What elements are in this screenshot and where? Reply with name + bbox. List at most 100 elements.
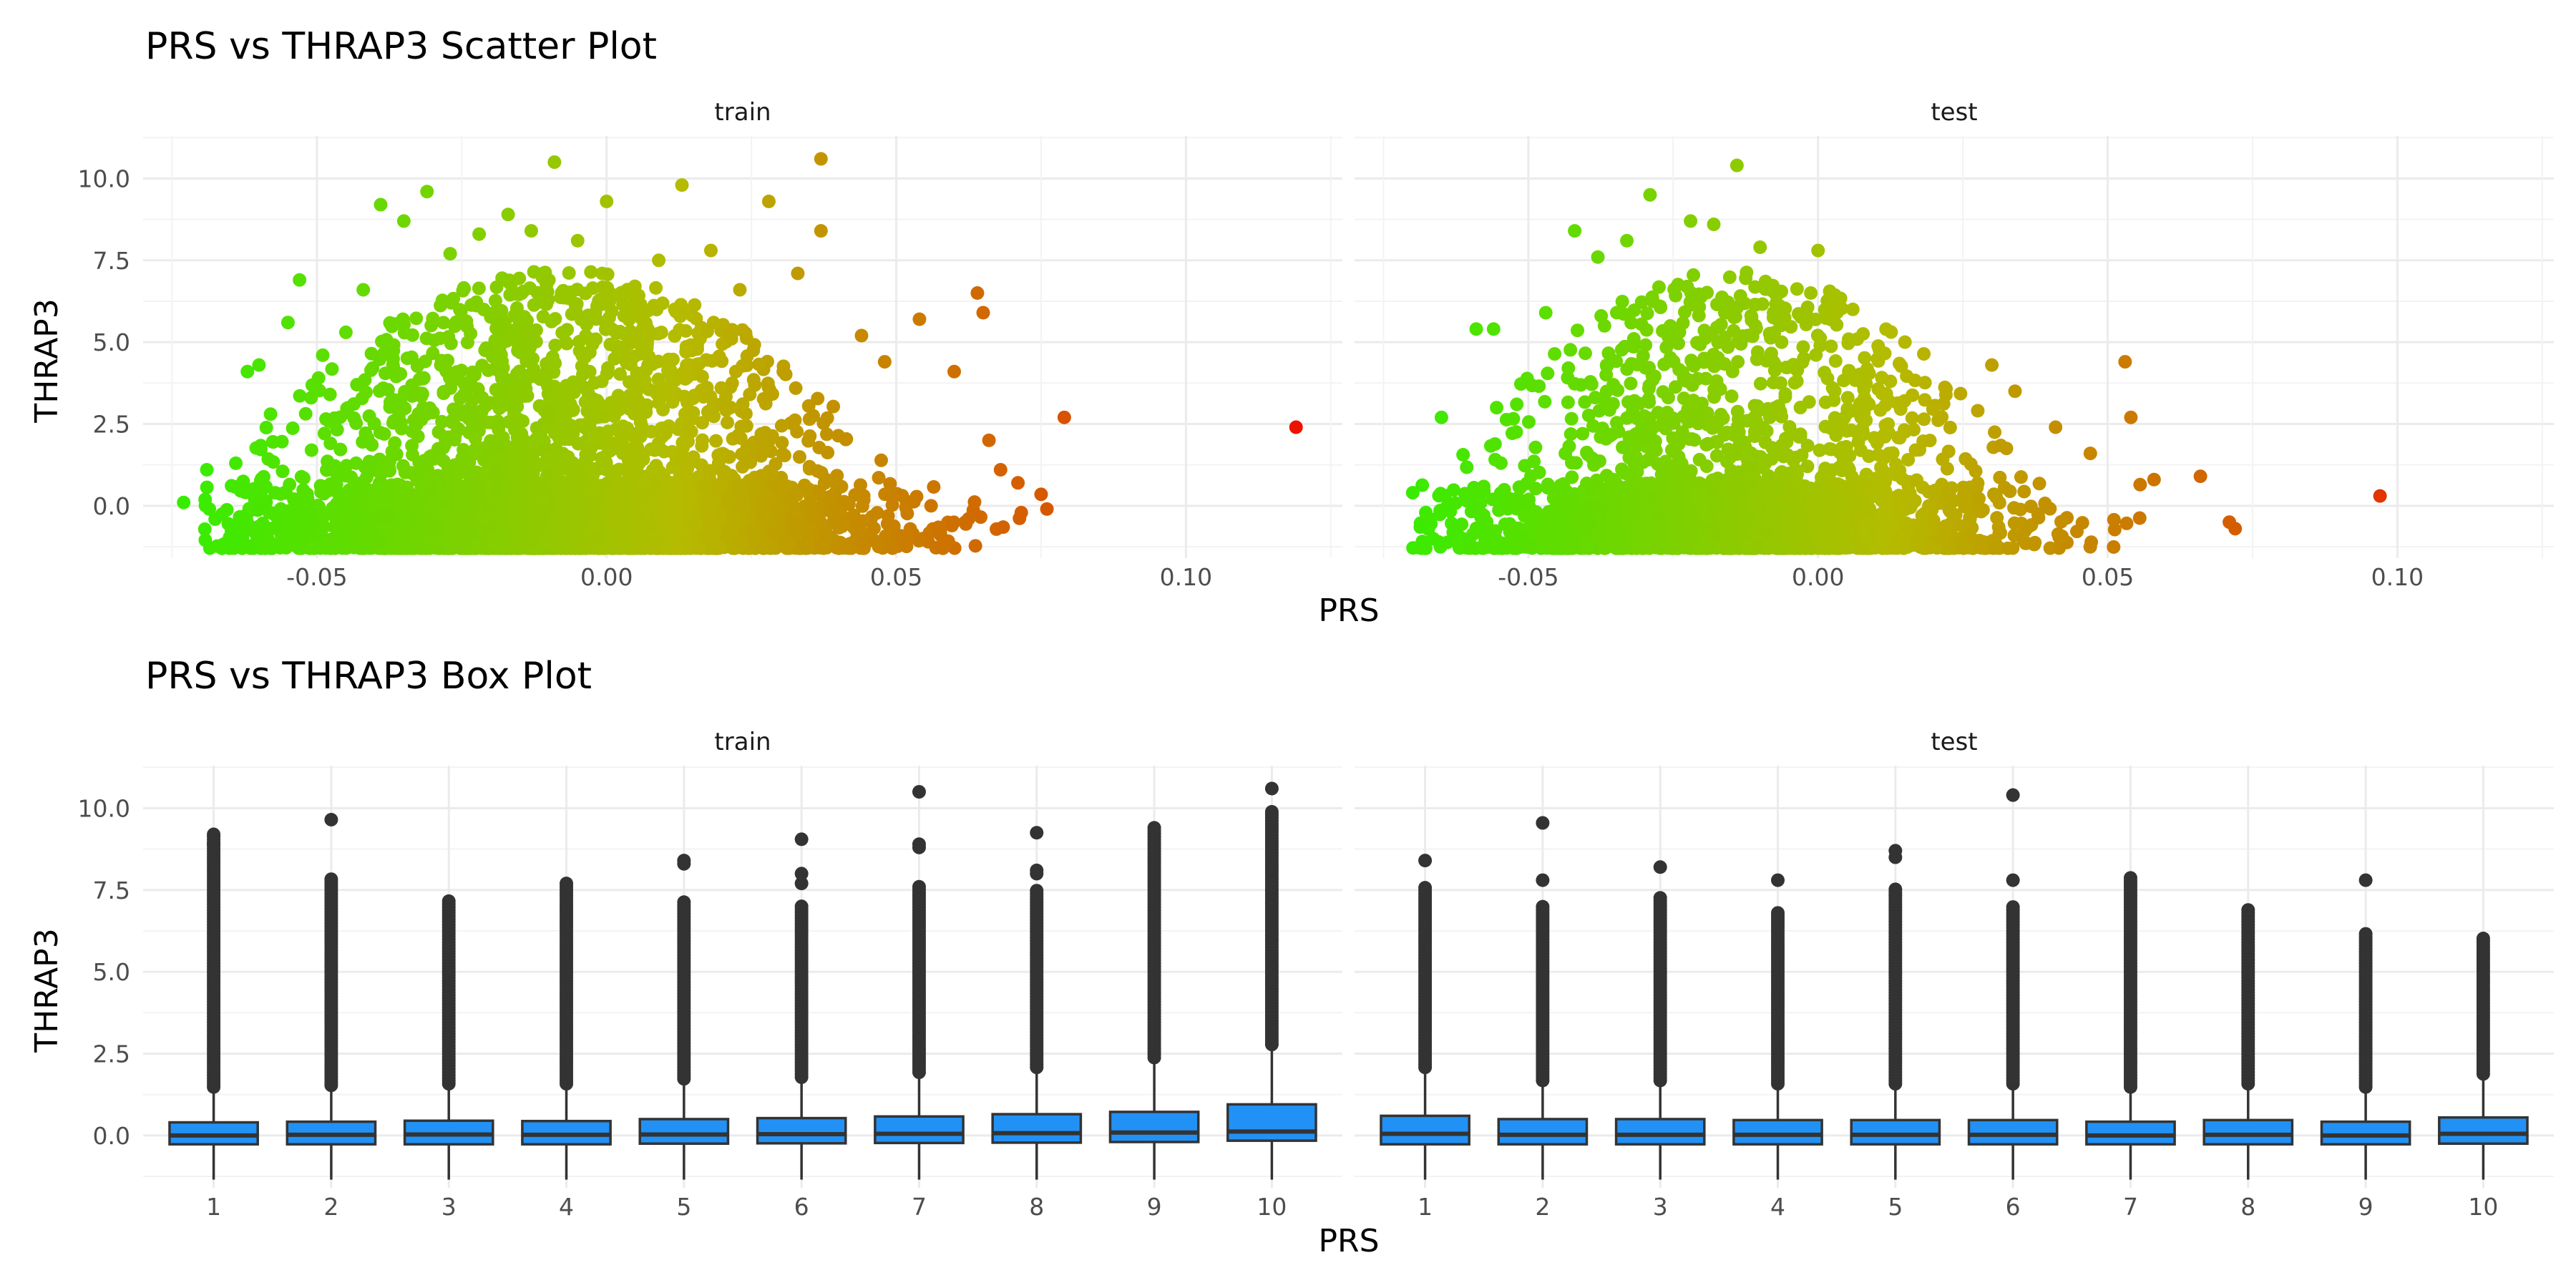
scatter-point bbox=[1014, 505, 1028, 519]
scatter-point bbox=[644, 424, 658, 439]
scatter-point bbox=[489, 465, 503, 479]
scatter-point bbox=[198, 492, 213, 507]
x-tick-label: 0.10 bbox=[1160, 563, 1212, 591]
scatter-point bbox=[927, 480, 941, 494]
scatter-point bbox=[562, 266, 576, 280]
scatter-point bbox=[465, 365, 479, 379]
scatter-point bbox=[632, 425, 646, 439]
scatter-point bbox=[657, 469, 671, 483]
scatter-point bbox=[747, 338, 761, 352]
scatter-point bbox=[423, 401, 437, 415]
scatter-point bbox=[265, 434, 280, 449]
scatter-point bbox=[298, 406, 313, 421]
scatter-point bbox=[340, 401, 354, 416]
scatter-point bbox=[565, 307, 579, 321]
scatter-point bbox=[435, 414, 449, 429]
scatter-point bbox=[600, 267, 615, 281]
scatter-point bbox=[595, 374, 609, 389]
scatter-point bbox=[872, 471, 886, 485]
y-tick-label: 10.0 bbox=[78, 165, 130, 192]
scatter-point bbox=[323, 387, 337, 401]
scatter-point bbox=[404, 350, 419, 364]
scatter-point bbox=[754, 427, 769, 441]
scatter-point bbox=[586, 333, 600, 347]
scatter-train-y-ticks: 0.02.55.07.510.0 bbox=[78, 165, 130, 519]
scatter-point bbox=[774, 419, 789, 433]
scatter-point bbox=[460, 336, 474, 350]
scatter-point bbox=[386, 414, 401, 429]
scatter-point bbox=[505, 472, 519, 487]
scatter-point bbox=[526, 467, 540, 481]
scatter-point bbox=[431, 441, 445, 456]
scatter-point bbox=[304, 443, 318, 457]
scatter-point bbox=[885, 541, 899, 555]
scatter-point bbox=[495, 369, 509, 384]
scatter-point bbox=[468, 431, 482, 446]
scatter-point bbox=[233, 484, 248, 498]
scatter-point bbox=[738, 326, 753, 341]
scatter-point bbox=[471, 382, 485, 396]
scatter-point bbox=[655, 380, 669, 394]
scatter-point bbox=[719, 399, 733, 413]
scatter-point bbox=[618, 421, 633, 436]
scatter-point bbox=[331, 485, 345, 499]
scatter-point bbox=[530, 421, 544, 435]
scatter-point bbox=[736, 397, 750, 411]
scatter-point bbox=[305, 378, 319, 392]
scatter-point bbox=[788, 413, 802, 427]
scatter-point bbox=[837, 494, 852, 509]
scatter-point bbox=[996, 520, 1010, 535]
scatter-point bbox=[678, 304, 692, 318]
scatter-point bbox=[358, 373, 372, 387]
scatter-point bbox=[223, 537, 238, 552]
scatter-point bbox=[839, 431, 854, 446]
scatter-train-points bbox=[177, 152, 1303, 555]
scatter-point bbox=[819, 427, 834, 441]
scatter-point bbox=[679, 339, 693, 353]
scatter-point bbox=[333, 442, 348, 457]
scatter-point bbox=[527, 298, 541, 312]
scatter-point bbox=[683, 483, 697, 497]
scatter-point bbox=[325, 362, 339, 376]
scatter-point bbox=[618, 339, 632, 353]
scatter-point bbox=[686, 391, 701, 406]
scatter-point bbox=[733, 431, 748, 445]
scatter-x-axis-label: PRS bbox=[1318, 592, 1379, 629]
scatter-point bbox=[682, 497, 696, 512]
scatter-point bbox=[358, 385, 373, 399]
scatter-point bbox=[816, 541, 831, 555]
scatter-point bbox=[775, 436, 789, 450]
scatter-point bbox=[356, 435, 370, 449]
scatter-point bbox=[885, 490, 899, 504]
scatter-point bbox=[974, 510, 988, 525]
scatter-point bbox=[684, 424, 698, 439]
scatter-point bbox=[811, 391, 825, 406]
scatter-point bbox=[695, 439, 709, 453]
scatter-point bbox=[525, 449, 539, 464]
scatter-point bbox=[321, 454, 335, 469]
scatter-point bbox=[358, 460, 372, 474]
scatter-point bbox=[703, 389, 718, 404]
scatter-point bbox=[655, 403, 670, 417]
scatter-point bbox=[575, 348, 590, 363]
scatter-point bbox=[935, 540, 949, 555]
scatter-point bbox=[279, 527, 293, 541]
scatter-point bbox=[715, 354, 729, 369]
scatter-point bbox=[542, 273, 556, 287]
scatter-point bbox=[525, 325, 539, 339]
scatter-point bbox=[520, 389, 535, 403]
scatter-point bbox=[457, 280, 471, 295]
scatter-point bbox=[709, 434, 723, 448]
scatter-point bbox=[259, 421, 273, 435]
scatter-point bbox=[275, 464, 290, 479]
scatter-point bbox=[558, 290, 572, 304]
scatter-point bbox=[509, 301, 524, 315]
scatter-point bbox=[703, 464, 717, 478]
scatter-point bbox=[530, 286, 545, 300]
scatter-point bbox=[548, 338, 562, 353]
scatter-point bbox=[789, 381, 803, 395]
scatter-point bbox=[720, 415, 734, 429]
scatter-point bbox=[883, 477, 897, 491]
scatter-point bbox=[874, 453, 888, 467]
